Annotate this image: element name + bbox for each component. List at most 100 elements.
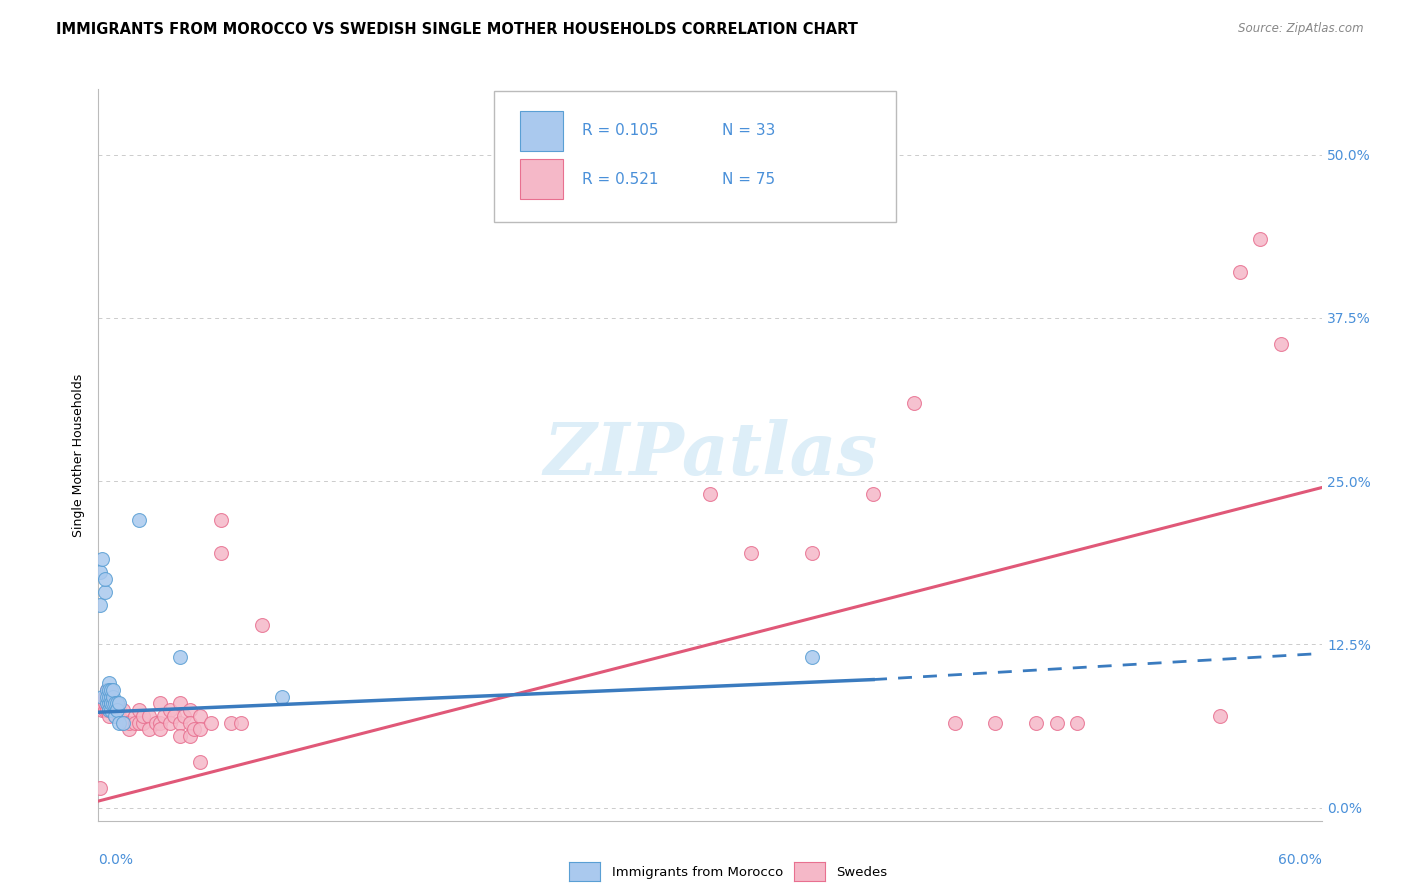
Point [188, 755, 212, 769]
Point [1045, 715, 1069, 730]
Text: 60.0%: 60.0% [1278, 854, 1322, 867]
Point [104, 709, 127, 723]
Point [97, 703, 120, 717]
Point [270, 690, 294, 704]
Point [138, 709, 160, 723]
FancyBboxPatch shape [520, 112, 564, 152]
Point [91, 552, 114, 566]
Point [108, 703, 131, 717]
Point [100, 690, 122, 704]
Point [1270, 337, 1292, 351]
Point [101, 703, 124, 717]
Point [124, 709, 146, 723]
Text: N = 33: N = 33 [723, 123, 776, 138]
Point [89, 780, 111, 795]
Point [108, 709, 131, 723]
Point [100, 690, 122, 704]
Point [149, 696, 172, 710]
Point [188, 709, 212, 723]
FancyBboxPatch shape [494, 91, 896, 222]
Point [173, 709, 195, 723]
Point [96, 683, 118, 698]
Point [149, 723, 172, 737]
Text: 0.0%: 0.0% [98, 854, 134, 867]
Point [1066, 715, 1088, 730]
Point [152, 709, 174, 723]
Point [108, 715, 131, 730]
Text: N = 75: N = 75 [723, 171, 775, 186]
Text: R = 0.521: R = 0.521 [582, 171, 658, 186]
Point [100, 683, 122, 698]
Point [209, 546, 232, 560]
Point [104, 709, 127, 723]
Point [93, 690, 115, 704]
Point [145, 715, 167, 730]
Point [163, 709, 186, 723]
Point [138, 723, 160, 737]
Text: Source: ZipAtlas.com: Source: ZipAtlas.com [1239, 22, 1364, 36]
Point [124, 715, 146, 730]
Point [105, 696, 128, 710]
Point [128, 715, 150, 730]
Y-axis label: Single Mother Households: Single Mother Households [72, 373, 86, 537]
Point [111, 715, 134, 730]
Point [91, 696, 114, 710]
Point [96, 683, 118, 698]
Point [200, 715, 222, 730]
Point [96, 690, 118, 704]
Point [169, 650, 191, 665]
Point [209, 513, 232, 527]
Point [91, 690, 114, 704]
Point [179, 703, 201, 717]
Point [658, 193, 681, 207]
Point [118, 723, 141, 737]
Point [250, 617, 273, 632]
Point [169, 729, 191, 743]
Point [801, 546, 824, 560]
Point [231, 715, 253, 730]
Point [101, 683, 124, 698]
Point [1249, 232, 1271, 246]
Text: Swedes: Swedes [837, 866, 887, 879]
Point [93, 572, 115, 586]
Point [128, 513, 150, 527]
FancyBboxPatch shape [520, 159, 564, 199]
Point [89, 566, 111, 580]
Point [96, 696, 118, 710]
Point [97, 696, 120, 710]
Point [159, 703, 181, 717]
Point [100, 696, 122, 710]
Point [128, 703, 150, 717]
Point [97, 690, 120, 704]
Text: Immigrants from Morocco: Immigrants from Morocco [612, 866, 783, 879]
Point [101, 696, 124, 710]
Point [984, 715, 1007, 730]
Point [1209, 709, 1232, 723]
Point [93, 696, 115, 710]
Point [118, 715, 141, 730]
Point [97, 709, 120, 723]
Point [100, 696, 122, 710]
Point [159, 715, 181, 730]
Point [97, 696, 120, 710]
Point [89, 598, 111, 612]
Point [104, 696, 127, 710]
Point [101, 690, 124, 704]
Point [100, 703, 122, 717]
Point [1229, 265, 1251, 279]
Point [188, 723, 212, 737]
Point [169, 715, 191, 730]
Text: ZIPatlas: ZIPatlas [543, 419, 877, 491]
Point [101, 696, 124, 710]
Point [97, 683, 120, 698]
Point [91, 703, 114, 717]
Point [132, 709, 155, 723]
Point [100, 703, 122, 717]
Text: IMMIGRANTS FROM MOROCCO VS SWEDISH SINGLE MOTHER HOUSEHOLDS CORRELATION CHART: IMMIGRANTS FROM MOROCCO VS SWEDISH SINGL… [56, 22, 858, 37]
Point [132, 715, 155, 730]
Point [149, 715, 172, 730]
Point [93, 585, 115, 599]
Point [111, 703, 134, 717]
Point [699, 487, 721, 501]
Point [104, 696, 127, 710]
